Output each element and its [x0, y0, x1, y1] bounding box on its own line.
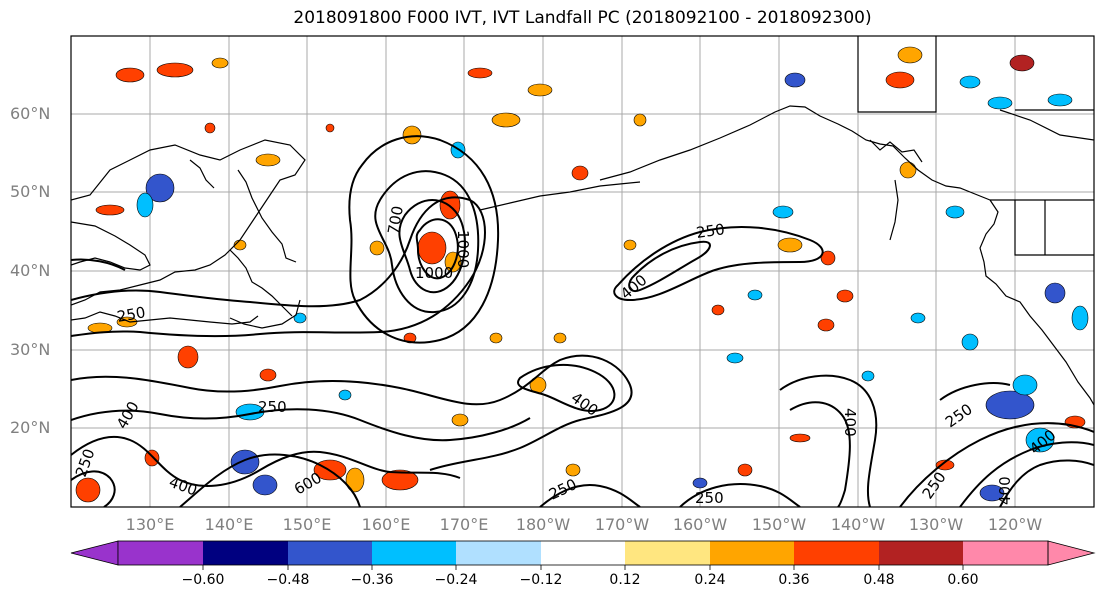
lat-label-60n: 60°N	[10, 104, 51, 123]
pc-shading	[75, 46, 1089, 503]
colorbar-tick-label: −0.48	[266, 572, 310, 588]
colorbar-tick-label: 0.12	[609, 572, 641, 588]
lon-label: 180°W	[515, 515, 571, 534]
lon-label: 160°W	[672, 515, 728, 534]
lon-label: 170°W	[594, 515, 650, 534]
lon-label: 150°E	[282, 515, 332, 534]
map-border	[70, 35, 1095, 508]
lon-label: 130°E	[125, 515, 175, 534]
colorbar-tick-label: 0.48	[863, 572, 895, 588]
colorbar-tick-label: 0.36	[778, 572, 810, 588]
ivt-contours	[71, 135, 1094, 507]
map-title: 2018091800 F000 IVT, IVT Landfall PC (20…	[293, 8, 872, 28]
lon-label: 170°E	[439, 515, 489, 534]
lon-label: 130°W	[908, 515, 964, 534]
lon-label: 120°W	[987, 515, 1043, 534]
colorbar-tick-label: −0.36	[350, 572, 394, 588]
contour-label: 250	[695, 489, 724, 507]
contour-label: 250	[116, 303, 147, 326]
colorbar-tick-label: −0.24	[434, 572, 478, 588]
lat-label-40n: 40°N	[10, 261, 51, 280]
coastlines	[71, 36, 1094, 406]
colorbar	[70, 540, 1096, 570]
colorbar-tick-label: 0.24	[694, 572, 726, 588]
graticule	[71, 36, 1094, 507]
map-panel: 250 250 250 250 250 250 250 400 400 400 …	[71, 36, 1094, 507]
lat-label-20n: 20°N	[10, 418, 51, 437]
lat-label-50n: 50°N	[10, 182, 51, 201]
contour-label: 400	[996, 476, 1014, 505]
lon-label: 150°W	[751, 515, 807, 534]
contour-label: 250	[695, 220, 726, 242]
contour-label: 1000	[454, 230, 472, 268]
colorbar-tick-label: −0.60	[181, 572, 225, 588]
colorbar-low-extend	[70, 540, 119, 566]
contour-label: 400	[841, 408, 859, 437]
colorbar-high-extend	[1047, 540, 1096, 566]
contour-label: 1000	[415, 264, 453, 282]
contour-label: 250	[258, 398, 287, 416]
lon-label: 140°E	[204, 515, 254, 534]
lon-label: 140°W	[830, 515, 886, 534]
contour-label: 700	[384, 204, 407, 235]
lon-label: 160°E	[361, 515, 411, 534]
colorbar-tick-label: 0.60	[947, 572, 979, 588]
lat-label-30n: 30°N	[10, 340, 51, 359]
colorbar-tick-label: −0.12	[519, 572, 563, 588]
